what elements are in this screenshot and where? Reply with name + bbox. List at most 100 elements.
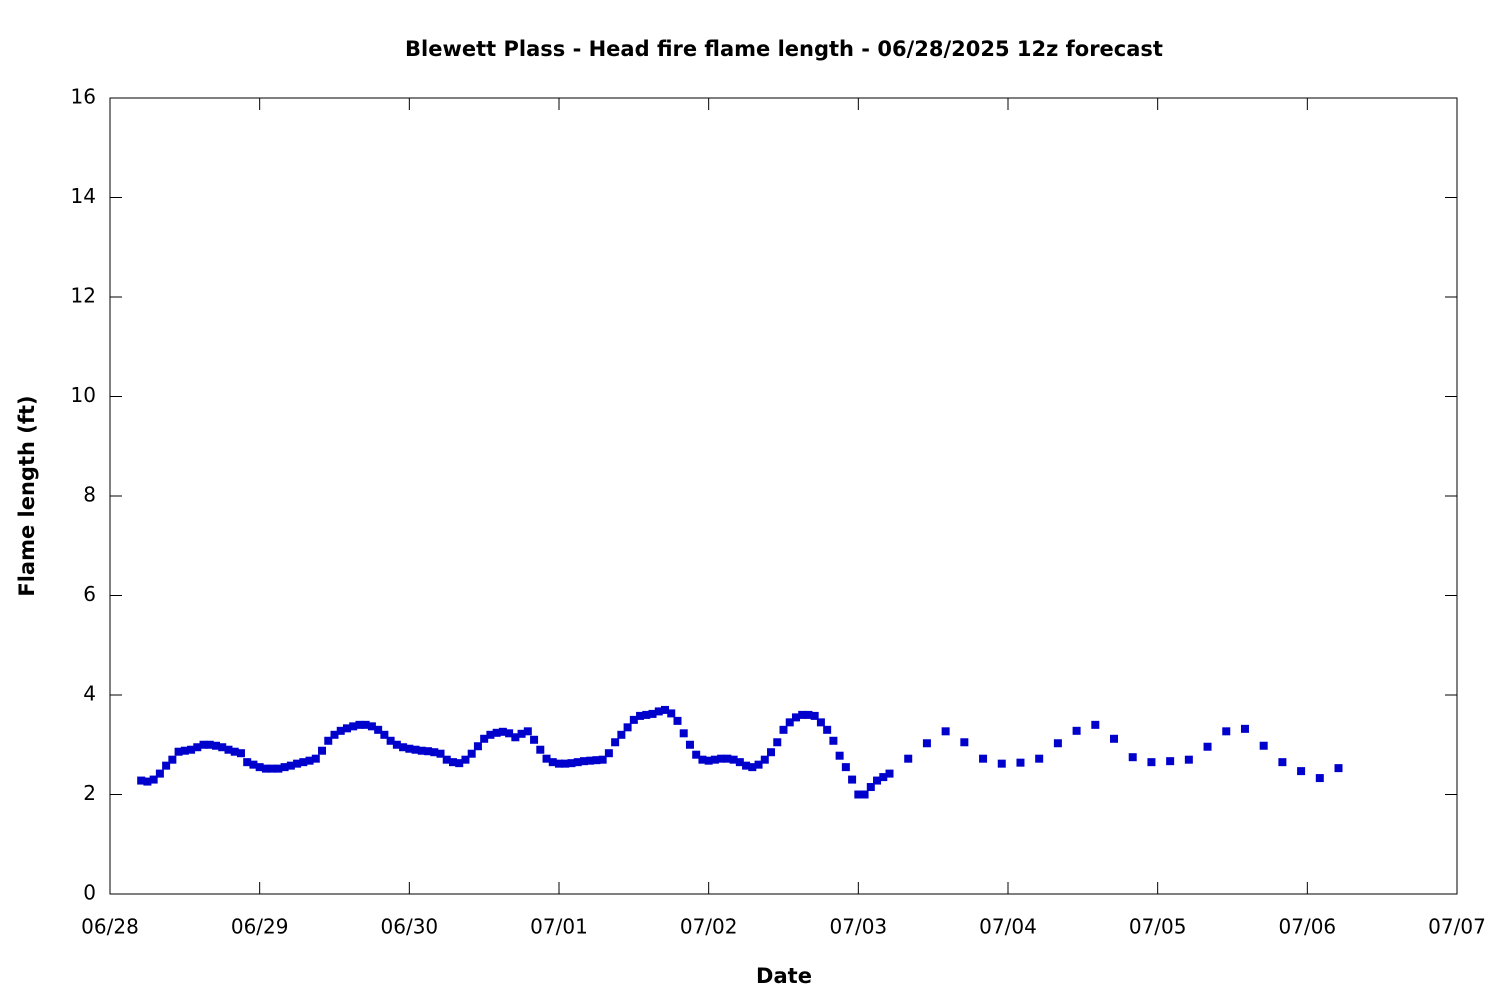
point: [286, 761, 295, 770]
point: [960, 738, 969, 747]
point: [455, 759, 464, 768]
point: [922, 739, 931, 748]
x-tick-label: 06/28: [81, 915, 139, 939]
point: [212, 741, 221, 750]
point: [586, 756, 595, 765]
x-tick-label: 06/30: [381, 915, 439, 939]
point: [336, 726, 345, 735]
point: [823, 725, 832, 734]
point: [879, 773, 888, 782]
point: [517, 729, 526, 738]
x-tick-label: 07/05: [1129, 915, 1187, 939]
y-tick-label: 4: [83, 682, 96, 706]
point: [417, 746, 426, 755]
point: [555, 759, 563, 768]
point: [1240, 724, 1249, 733]
point: [411, 745, 420, 754]
point: [305, 756, 314, 765]
point: [205, 740, 214, 749]
y-tick-label: 12: [71, 284, 96, 308]
point: [1315, 774, 1324, 783]
point: [979, 754, 988, 763]
point: [268, 764, 277, 773]
point: [143, 777, 152, 786]
point: [467, 749, 476, 758]
point: [617, 730, 626, 739]
point: [1147, 758, 1156, 767]
point: [623, 723, 632, 732]
point: [1091, 720, 1100, 729]
point: [573, 758, 582, 767]
point: [349, 722, 358, 731]
point: [523, 727, 532, 736]
point: [180, 746, 189, 755]
point: [735, 758, 744, 767]
x-axis-label: Date: [756, 964, 812, 988]
point: [648, 709, 657, 718]
point: [1222, 727, 1231, 736]
point: [723, 754, 732, 763]
point: [698, 755, 707, 764]
point: [1259, 741, 1268, 750]
point: [1128, 753, 1137, 762]
point: [536, 745, 545, 754]
point: [860, 790, 869, 799]
point: [779, 725, 788, 734]
point: [374, 725, 383, 734]
point: [430, 748, 439, 757]
point: [293, 759, 302, 768]
point: [461, 755, 470, 764]
point: [187, 745, 196, 754]
point: [530, 735, 539, 744]
point: [473, 742, 482, 751]
point: [829, 736, 838, 745]
point: [311, 754, 320, 763]
point: [542, 754, 551, 763]
point: [816, 718, 825, 727]
point: [405, 744, 414, 753]
point: [729, 755, 738, 764]
point: [149, 775, 158, 784]
point: [480, 734, 489, 743]
point: [1203, 742, 1212, 751]
point: [1334, 764, 1343, 773]
y-tick-label: 6: [83, 582, 96, 606]
point: [380, 730, 389, 739]
point: [1053, 739, 1062, 748]
point: [611, 738, 620, 747]
point: [773, 738, 782, 747]
point: [386, 736, 395, 745]
point: [579, 757, 588, 766]
point: [997, 759, 1006, 768]
point: [162, 761, 171, 770]
point: [399, 743, 408, 752]
point: [941, 727, 950, 736]
point: [561, 759, 570, 768]
point: [854, 790, 863, 799]
point: [604, 749, 613, 758]
x-tick-label: 07/06: [1279, 915, 1337, 939]
point: [255, 763, 264, 772]
point: [785, 718, 794, 727]
y-tick-label: 2: [83, 781, 96, 805]
point: [767, 748, 776, 757]
point: [199, 740, 208, 749]
point: [498, 727, 507, 736]
point: [636, 711, 645, 720]
point: [492, 728, 501, 737]
x-tick-label: 06/29: [231, 915, 289, 939]
point: [661, 705, 670, 714]
point: [848, 775, 857, 784]
x-tick-label: 07/02: [680, 915, 738, 939]
point: [243, 758, 252, 767]
point: [442, 755, 451, 764]
point: [1035, 754, 1044, 763]
point: [760, 755, 769, 764]
point: [280, 763, 289, 772]
point: [324, 736, 333, 745]
point: [642, 710, 651, 719]
point: [598, 755, 607, 764]
point: [230, 747, 239, 756]
point: [1166, 757, 1175, 766]
